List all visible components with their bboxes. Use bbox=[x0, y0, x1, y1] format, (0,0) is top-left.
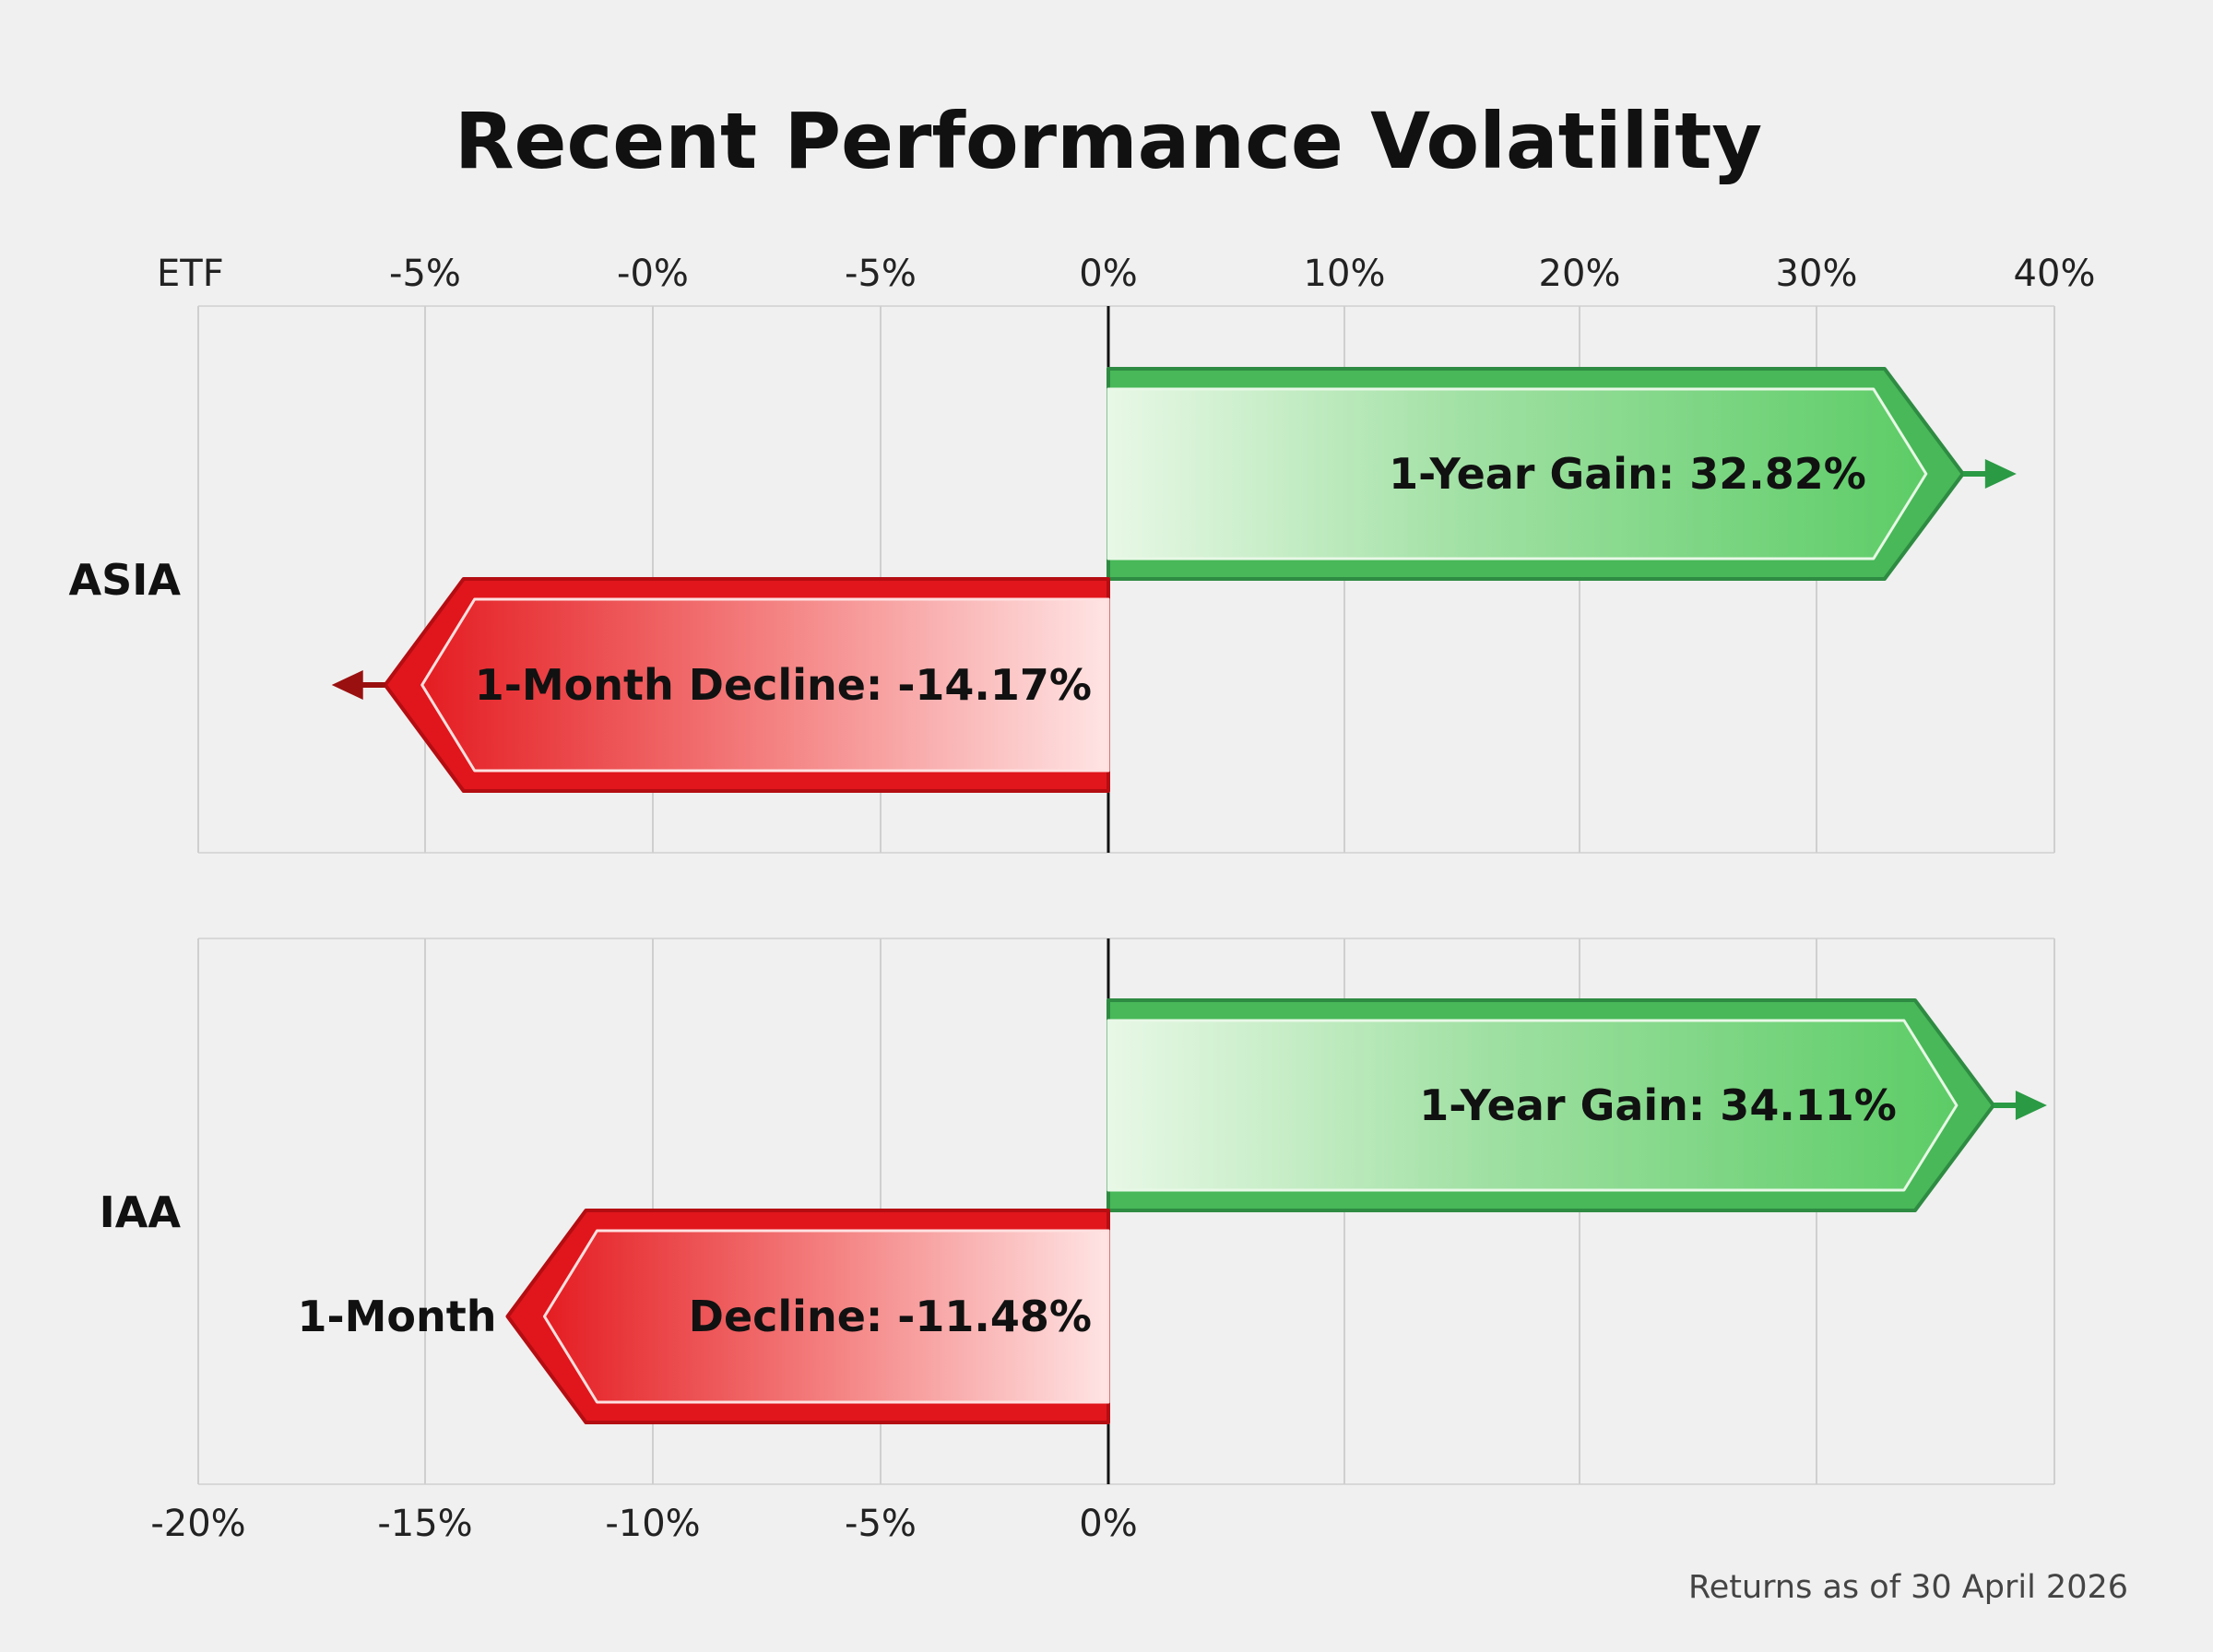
decline-value-label: 1-Month Decline: -14.17% bbox=[475, 660, 1092, 710]
footnote: Returns as of 30 April 2026 bbox=[1688, 1569, 2128, 1606]
gain-value-label: 1-Year Gain: 32.82% bbox=[1389, 449, 1866, 499]
gain-bar-inner bbox=[1106, 1019, 1959, 1192]
top-tick-label: 0% bbox=[1079, 253, 1137, 295]
bottom-tick-label: -10% bbox=[605, 1503, 700, 1545]
decline-bar-inner bbox=[420, 597, 1110, 773]
decline-bar-inner bbox=[542, 1229, 1110, 1404]
category-labels: ASIA IAA bbox=[69, 555, 182, 1237]
decline-value-label-prefix: 1-Month bbox=[297, 1292, 496, 1341]
gain-bar-inner bbox=[1106, 387, 1928, 560]
gain-arrow-head bbox=[2015, 1091, 2047, 1120]
gain-value-label: 1-Year Gain: 34.11% bbox=[1419, 1080, 1897, 1130]
top-tick-label: 20% bbox=[1539, 253, 1621, 295]
top-tick-label: -5% bbox=[845, 253, 917, 295]
top-tick-label: 40% bbox=[2014, 253, 2096, 295]
category-label: ASIA bbox=[69, 555, 182, 605]
bottom-tick-label: -5% bbox=[845, 1503, 917, 1545]
top-tick-label: -5% bbox=[389, 253, 461, 295]
top-tick-label: 10% bbox=[1304, 253, 1386, 295]
category-label: IAA bbox=[100, 1187, 182, 1237]
gain-arrow-head bbox=[1984, 459, 2017, 489]
chart-title: Recent Performance Volatility bbox=[455, 96, 1762, 186]
axis-header-etf: ETF bbox=[157, 253, 224, 295]
bottom-tick-label: 0% bbox=[1079, 1503, 1137, 1545]
top-tick-label: -0% bbox=[617, 253, 689, 295]
decline-value-label: Decline: -11.48% bbox=[689, 1292, 1092, 1341]
decline-arrow-head bbox=[331, 670, 363, 700]
bottom-tick-label: -20% bbox=[150, 1503, 245, 1545]
top-tick-label: 30% bbox=[1776, 253, 1858, 295]
axis-ticks: ETF -5% -0% -5% 0% 10% 20% 30% 40% -20% -15% -10% -5… bbox=[150, 253, 2095, 1545]
bottom-tick-label: -15% bbox=[377, 1503, 472, 1545]
bars: 1-Year Gain: 32.82% 1-Month Decline: -14.… bbox=[297, 367, 2047, 1424]
